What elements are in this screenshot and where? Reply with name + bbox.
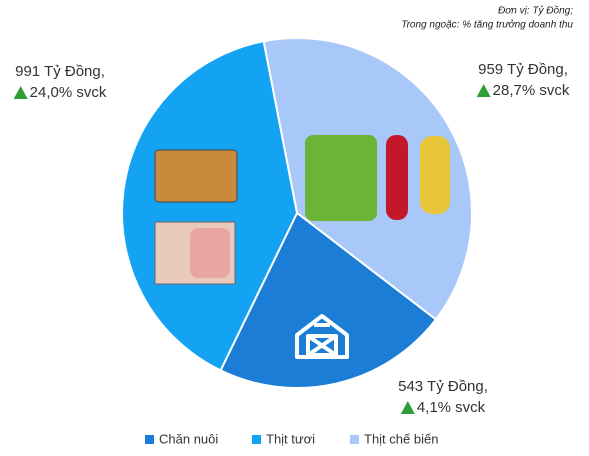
growth-arrow xyxy=(13,86,28,99)
value-label: 543 Tỷ Đồng, xyxy=(398,378,488,395)
value-label: 959 Tỷ Đồng, xyxy=(478,61,568,78)
product-images xyxy=(154,135,450,285)
legend-swatch xyxy=(145,435,154,444)
pie-slice xyxy=(219,211,438,389)
legend-label: Thịt tươi xyxy=(266,431,315,446)
note: Đơn vị: Tỷ Đồng; xyxy=(498,5,573,17)
growth-arrow xyxy=(476,84,491,97)
growth-arrow xyxy=(400,401,415,414)
legend-swatch xyxy=(350,435,359,444)
legend: Chăn nuôi Thịt tươi Thịt chế biến xyxy=(145,431,438,446)
growth-label: 4,1% svck xyxy=(417,399,486,416)
legend-label: Chăn nuôi xyxy=(159,431,218,446)
growth-label: 28,7% svck xyxy=(493,82,570,99)
pie-slice xyxy=(121,40,299,372)
growth-label: 24,0% svck xyxy=(30,84,107,101)
barn-icon xyxy=(295,314,349,359)
value-label: 991 Tỷ Đồng, xyxy=(15,63,105,80)
decoration xyxy=(154,135,450,359)
legend-label: Thịt chế biến xyxy=(364,431,438,446)
note: Trong ngoặc: % tăng trưởng doanh thu xyxy=(401,19,573,31)
pie xyxy=(121,37,473,389)
legend-swatch xyxy=(252,435,261,444)
